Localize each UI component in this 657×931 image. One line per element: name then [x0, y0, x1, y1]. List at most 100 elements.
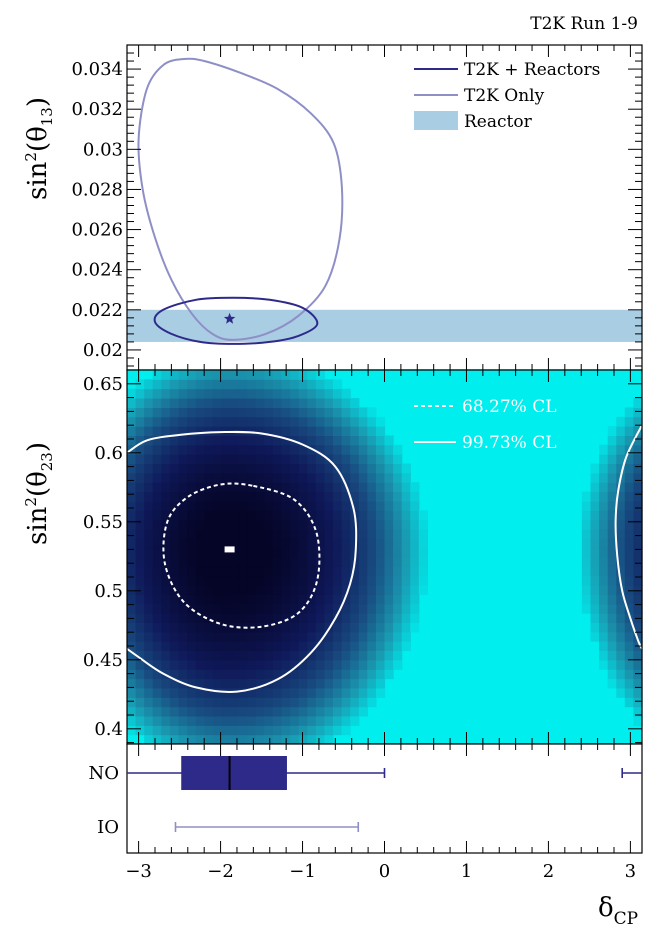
heatmap-cell	[599, 594, 609, 605]
heatmap-cell	[204, 370, 214, 380]
heatmap-cell	[350, 454, 360, 464]
run-label: T2K Run 1-9	[530, 14, 638, 34]
heatmap-cell	[247, 631, 257, 642]
heatmap-cell	[333, 557, 343, 567]
heatmap-cell	[135, 716, 145, 726]
heatmap-cell	[135, 594, 145, 605]
heatmap-cell	[161, 491, 171, 502]
contour-99cl-wrap	[614, 424, 643, 650]
heatmap-cell	[358, 678, 368, 689]
heatmap-cell	[204, 379, 214, 390]
heatmap-cell	[247, 426, 257, 436]
heatmap-cell	[161, 659, 171, 670]
heatmap-cell	[607, 426, 617, 436]
heatmap-cell	[324, 566, 334, 577]
heatmap-cell	[307, 725, 317, 736]
heatmap-cell	[144, 379, 154, 390]
heatmap-cell	[333, 631, 343, 642]
heatmap-cell	[212, 631, 222, 642]
heatmap-cell	[230, 538, 240, 549]
heatmap-cell	[152, 388, 162, 399]
heatmap-cell	[127, 594, 137, 605]
heatmap-cell	[281, 547, 291, 558]
legend-swatch-reactor	[414, 111, 458, 130]
heatmap-cell	[358, 500, 368, 511]
heatmap-cell	[152, 379, 162, 390]
heatmap-cell	[367, 482, 377, 493]
heatmap-cell	[230, 585, 240, 595]
heatmap-cell	[315, 716, 325, 726]
heatmap-cell	[187, 575, 197, 586]
heatmap-cell	[144, 641, 154, 651]
heatmap-cell	[607, 641, 617, 651]
heatmap-cell	[195, 491, 205, 502]
heatmap-cell	[384, 641, 394, 651]
heatmap-cell	[187, 650, 197, 661]
heatmap-cell	[272, 388, 283, 399]
heatmap-cell	[255, 725, 265, 736]
heatmap-cell	[135, 575, 145, 586]
heatmap-cell	[599, 575, 609, 586]
heatmap-cell	[144, 585, 154, 595]
heatmap-cell	[255, 529, 265, 539]
heatmap-cell	[616, 622, 626, 633]
heatmap-cell	[195, 379, 205, 390]
heatmap-cell	[350, 426, 360, 436]
heatmap-cell	[255, 706, 265, 717]
heatmap-cell	[358, 706, 368, 717]
heatmap-cell	[298, 529, 308, 539]
heatmap-cell	[281, 538, 291, 549]
heatmap-cell	[410, 622, 420, 633]
heatmap-cell	[333, 454, 343, 464]
heatmap-cell	[633, 547, 643, 558]
heatmap-cell	[152, 529, 162, 539]
heatmap-cell	[135, 566, 145, 577]
heatmap-cell	[195, 734, 205, 745]
heatmap-cell	[358, 491, 368, 502]
heatmap-cell	[169, 566, 180, 577]
heatmap-cell	[367, 416, 377, 427]
heatmap-cell	[187, 566, 197, 577]
heatmap-cell	[333, 529, 343, 539]
heatmap-cell	[187, 482, 197, 493]
heatmap-cell	[298, 687, 308, 698]
heatmap-cell	[247, 650, 257, 661]
heatmap-cell	[315, 547, 325, 558]
heatmap-cell	[187, 491, 197, 502]
heatmap-cell	[221, 725, 231, 736]
heatmap-cell	[221, 416, 231, 427]
heatmap-cell	[298, 398, 308, 408]
heatmap-cell	[135, 557, 145, 567]
heatmap-cell	[281, 687, 291, 698]
heatmap-cell	[341, 538, 351, 549]
heatmap-cell	[152, 538, 162, 549]
heatmap-cell	[358, 482, 368, 493]
heatmap-cell	[169, 519, 180, 530]
heatmap-cell	[298, 716, 308, 726]
heatmap-cell	[255, 585, 265, 595]
heatmap-cell	[599, 566, 609, 577]
heatmap-cell	[178, 407, 188, 418]
heatmap-cell	[298, 706, 308, 717]
x-tick-label: −1	[289, 861, 316, 882]
heatmap-cell	[375, 472, 386, 483]
heatmap-cell	[255, 426, 265, 436]
heatmap-cell	[169, 500, 180, 511]
heatmap-cell	[324, 491, 334, 502]
heatmap-cell	[393, 622, 403, 633]
heatmap-cell	[152, 491, 162, 502]
x-tick-label: 3	[625, 861, 636, 882]
heatmap-cell	[350, 416, 360, 427]
heatmap-cell	[290, 398, 300, 408]
heatmap-cell	[169, 678, 180, 689]
heatmap-cell	[281, 435, 291, 446]
y-tick-label: 0.03	[83, 139, 123, 160]
heatmap-cell	[221, 706, 231, 717]
heatmap-cell	[298, 557, 308, 567]
heatmap-cell	[195, 566, 205, 577]
heatmap-cell	[178, 416, 188, 427]
heatmap-cell	[350, 575, 360, 586]
heatmap-cell	[204, 566, 214, 577]
heatmap-cell	[624, 529, 634, 539]
heatmap-cell	[633, 463, 643, 474]
